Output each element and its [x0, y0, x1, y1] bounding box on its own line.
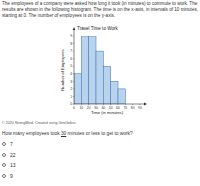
y-tick-label: 8	[70, 42, 72, 46]
y-axis	[74, 29, 75, 104]
bars	[74, 36, 125, 104]
y-tick	[73, 43, 74, 44]
y-arrow	[73, 27, 76, 30]
y-tick	[73, 81, 74, 82]
y-tick	[73, 88, 74, 89]
answer-option[interactable]: 7	[2, 141, 13, 147]
bar	[81, 36, 88, 104]
y-tick-label: 2	[70, 87, 72, 91]
credit: © 2020 StrongMind. Created using GeoGebr…	[2, 121, 76, 125]
y-tick	[73, 66, 74, 67]
answer-option[interactable]: 9	[2, 173, 13, 179]
bar	[111, 81, 118, 104]
x-arrow	[144, 103, 147, 106]
question-part: minutes or less to get to work?	[66, 131, 132, 136]
answer-option[interactable]: 22	[2, 152, 16, 158]
option-label: 9	[10, 173, 13, 179]
question-part: 30	[61, 131, 66, 136]
y-tick	[73, 104, 74, 105]
y-tick-label: 3	[70, 80, 72, 84]
histogram: 01020304050607080900123456789Travel Time…	[58, 24, 148, 120]
bar	[118, 89, 125, 104]
x-tick-label: 70	[123, 106, 127, 110]
answer-option[interactable]: 13	[2, 162, 16, 168]
x-tick-label: 90	[138, 106, 142, 110]
option-label: 13	[10, 162, 16, 168]
question-part: How many employees took	[2, 131, 61, 136]
radio-button[interactable]	[2, 174, 6, 178]
y-tick	[73, 36, 74, 37]
radio-button[interactable]	[2, 163, 6, 167]
radio-button[interactable]	[2, 153, 6, 157]
x-tick-label: 0	[73, 106, 75, 110]
intro-text: The employees of a company were asked ho…	[2, 1, 198, 18]
x-tick-label: 10	[79, 106, 83, 110]
bar	[74, 74, 81, 104]
bar	[103, 66, 110, 104]
y-tick	[73, 58, 74, 59]
x-tick-label: 80	[131, 106, 135, 110]
bar	[96, 51, 103, 104]
option-label: 22	[10, 152, 16, 158]
y-tick	[73, 96, 74, 97]
y-tick-label: 7	[70, 49, 72, 53]
y-tick-label: 6	[70, 57, 72, 61]
y-tick-label: 1	[70, 95, 72, 99]
x-axis-label: Time (in minutes)	[91, 110, 124, 115]
y-tick	[73, 51, 74, 52]
chart-title: Travel Time to Work	[77, 26, 119, 31]
y-axis-label: Number of Employees	[60, 49, 65, 90]
bar	[89, 36, 96, 104]
y-tick-label: 5	[70, 64, 72, 68]
y-tick-label: 0	[70, 102, 72, 106]
option-label: 7	[10, 141, 13, 147]
y-tick-label: 4	[70, 72, 72, 76]
x-axis	[74, 104, 145, 105]
y-tick	[73, 73, 74, 74]
y-tick-label: 9	[70, 34, 72, 38]
question: How many employees took 30 minutes or le…	[2, 131, 133, 136]
radio-button[interactable]	[2, 142, 6, 146]
